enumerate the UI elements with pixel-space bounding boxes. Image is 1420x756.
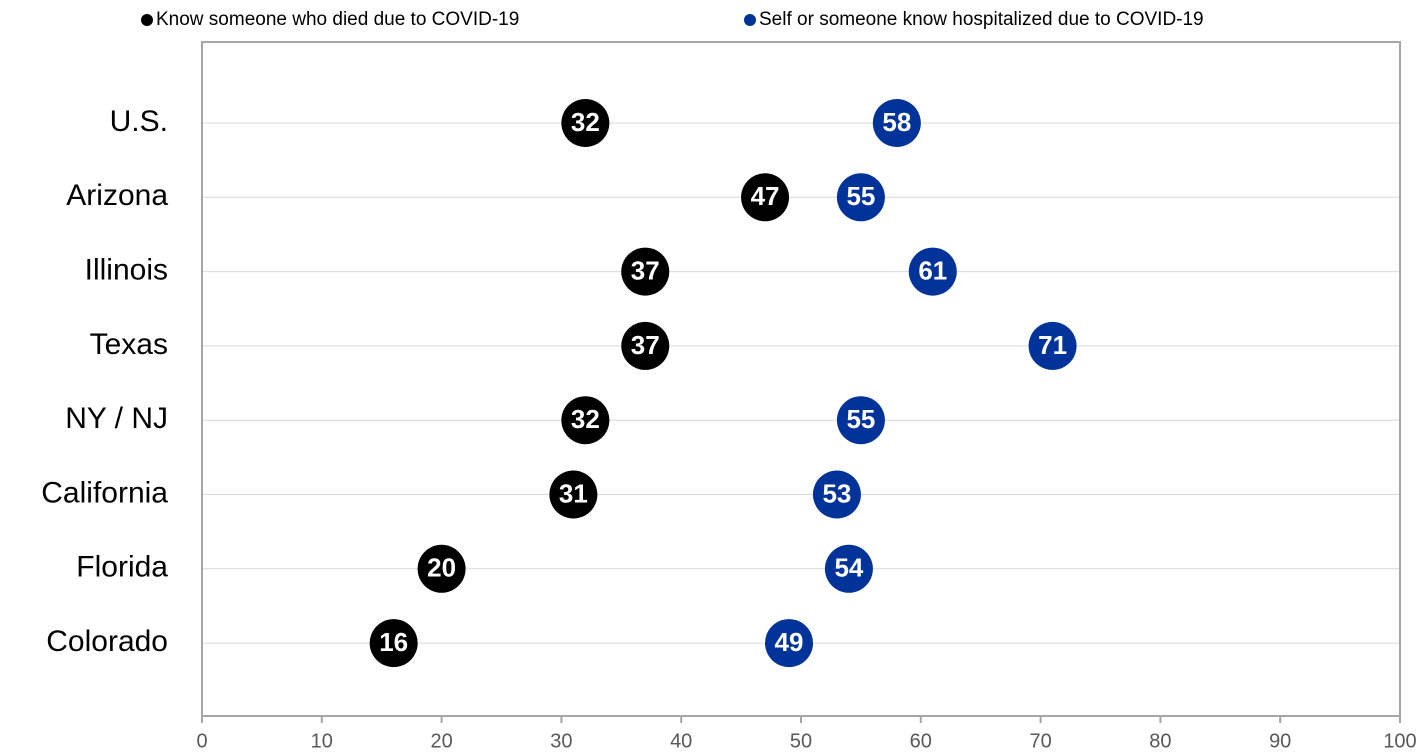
data-label: 55 (846, 181, 875, 211)
data-label: 53 (822, 478, 851, 508)
dot (549, 470, 598, 519)
dot (908, 247, 957, 296)
x-tick-label: 100 (1383, 730, 1416, 752)
y-tick-label: NY / NJ (65, 402, 168, 435)
data-label: 61 (918, 255, 947, 285)
dot (561, 396, 610, 445)
legend-marker (744, 14, 756, 26)
x-tick-label: 80 (1149, 730, 1171, 752)
y-tick-label: Arizona (66, 179, 168, 212)
y-tick-label: Florida (76, 551, 168, 584)
data-label: 47 (751, 181, 780, 211)
data-label: 58 (882, 107, 911, 137)
dot (765, 619, 814, 668)
dot (1028, 321, 1077, 370)
data-label: 37 (631, 255, 660, 285)
data-label: 32 (571, 404, 600, 434)
dot (369, 619, 418, 668)
dot (812, 470, 861, 519)
dot (741, 173, 790, 222)
dot (824, 544, 873, 593)
data-label: 37 (631, 330, 660, 360)
x-tick-label: 10 (311, 730, 333, 752)
x-tick-label: 70 (1029, 730, 1051, 752)
data-label: 55 (846, 404, 875, 434)
legend-marker (141, 14, 153, 26)
y-tick-label: Illinois (85, 254, 168, 287)
data-label: 49 (775, 627, 804, 657)
legend-label: Know someone who died due to COVID-19 (156, 9, 519, 30)
x-tick-label: 20 (430, 730, 452, 752)
x-tick-label: 60 (910, 730, 932, 752)
dot (561, 99, 610, 147)
x-tick-label: 40 (670, 730, 692, 752)
plot-border (201, 41, 1401, 717)
x-tick-label: 50 (790, 730, 812, 752)
data-label: 31 (559, 478, 588, 508)
y-tick-label: Colorado (46, 625, 168, 658)
dot (621, 247, 670, 296)
data-label: 32 (571, 107, 600, 137)
dot (836, 396, 885, 445)
data-label: 20 (427, 553, 456, 583)
y-tick-label: Texas (90, 328, 168, 361)
dot (872, 99, 921, 147)
y-tick-label: California (41, 476, 168, 509)
x-tick-label: 30 (550, 730, 572, 752)
legend-label: Self or someone know hospitalized due to… (759, 9, 1204, 30)
data-label: 16 (379, 627, 408, 657)
x-tick-label: 90 (1269, 730, 1291, 752)
x-tick-label: 0 (196, 730, 207, 752)
dot (417, 544, 466, 593)
dot (836, 173, 885, 222)
y-tick-label: U.S. (110, 105, 168, 138)
data-label: 71 (1038, 330, 1067, 360)
data-label: 54 (834, 553, 863, 583)
dot (621, 321, 670, 370)
